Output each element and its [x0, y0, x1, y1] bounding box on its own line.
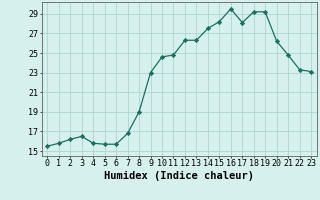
X-axis label: Humidex (Indice chaleur): Humidex (Indice chaleur) [104, 171, 254, 181]
